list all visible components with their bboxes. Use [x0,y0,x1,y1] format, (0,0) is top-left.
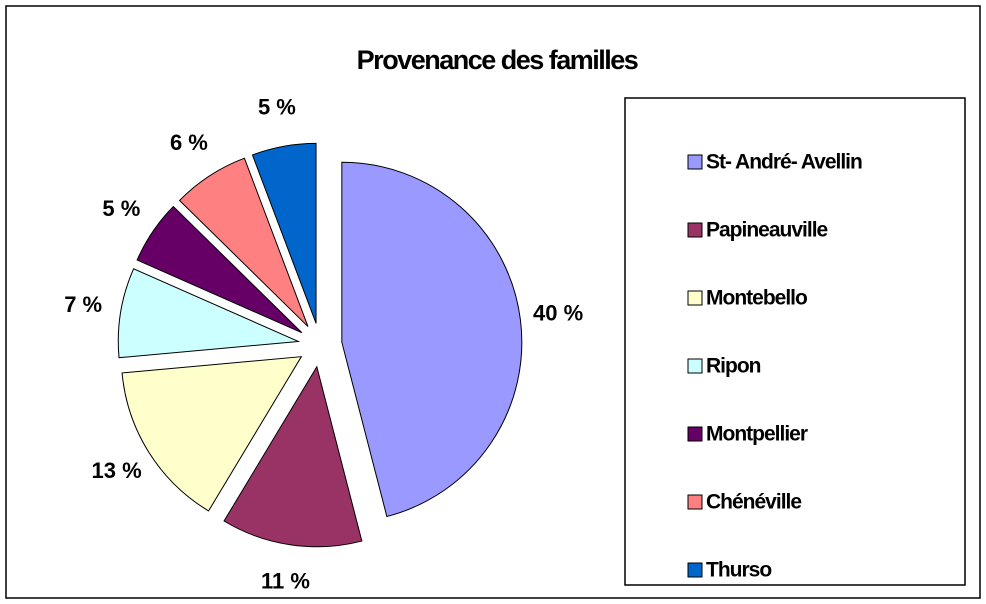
pie-slice [178,157,309,327]
legend-swatch [687,562,703,578]
legend-label: Ripon [706,355,761,378]
value-label: 5 % [102,196,140,221]
pie-slice [223,365,363,548]
value-label: 6 % [170,130,208,155]
legend-label: Papineauville [706,219,828,242]
legend-swatch [687,290,703,306]
legend-label: St- André- Avellin [706,151,862,174]
legend-swatch [687,426,703,442]
value-label: 40 % [533,301,583,326]
legend-swatch [687,494,703,510]
value-label: 7 % [64,292,102,317]
legend-label: Montpellier [706,423,808,446]
legend-swatch [687,222,703,238]
legend-swatch [687,358,703,374]
pie-slice [251,142,317,324]
pie-slice [117,268,301,359]
legend-label: Montebello [706,287,807,310]
value-label: 5 % [258,95,296,120]
legend-swatch [687,154,703,170]
value-label: 13 % [92,458,142,483]
pie-slice [136,205,303,334]
legend-label: Chénéville [706,491,801,514]
pie-slice [121,356,303,512]
value-label: 11 % [261,568,310,593]
chart-title: Provenance des familles [357,45,638,75]
pie-slice [341,161,523,518]
legend-label: Thurso [706,559,771,582]
legend-box [624,97,966,586]
